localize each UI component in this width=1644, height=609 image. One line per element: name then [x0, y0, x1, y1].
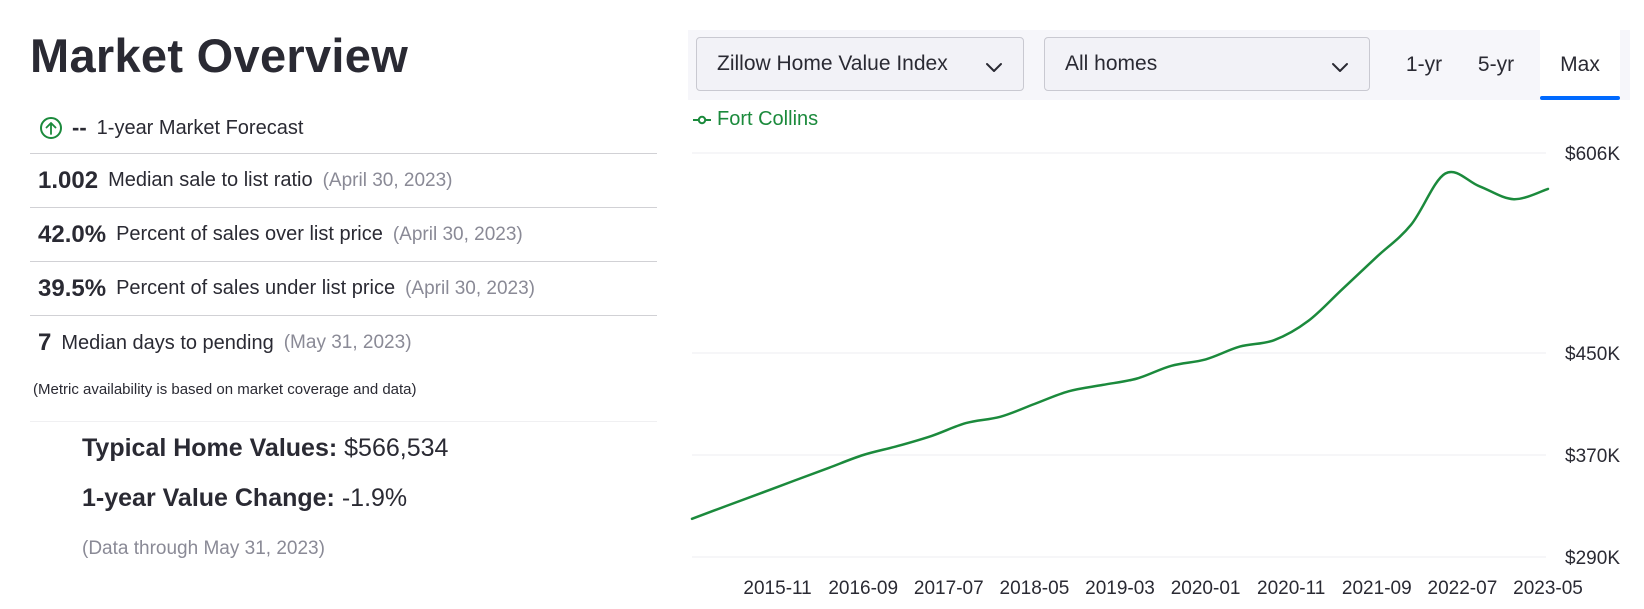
- metric-date: (April 30, 2023): [322, 169, 453, 191]
- chart-legend[interactable]: Fort Collins: [693, 108, 818, 131]
- value-change-label: 1-year Value Change:: [82, 484, 335, 512]
- metric-date: (April 30, 2023): [392, 223, 523, 245]
- metric-select-value: Zillow Home Value Index: [717, 52, 948, 75]
- legend-series-icon: [693, 115, 711, 124]
- legend-series-label: Fort Collins: [717, 108, 819, 130]
- y-tick-label: $290K: [1565, 548, 1620, 569]
- metric-date: (May 31, 2023): [283, 332, 412, 353]
- arrow-up-circle-icon: [40, 117, 62, 139]
- market-overview-panel: Market Overview -- 1-year Market Forecas…: [0, 0, 660, 609]
- metric-row-days-to-pending: 7 Median days to pending (May 31, 2023): [30, 316, 657, 370]
- metric-row-sale-to-list: 1.002 Median sale to list ratio (April 3…: [30, 154, 657, 208]
- metric-select[interactable]: Zillow Home Value Index: [696, 37, 1024, 91]
- metric-value: 1.002: [38, 166, 99, 194]
- metric-label: Percent of sales over list price: [116, 223, 383, 245]
- x-tick-label: 2017-07: [914, 578, 984, 599]
- x-tick-label: 2018-05: [1000, 578, 1070, 599]
- x-tick-label: 2021-09: [1342, 578, 1412, 599]
- value-change-value: -1.9%: [341, 484, 408, 512]
- metric-label: Median sale to list ratio: [108, 169, 313, 191]
- y-tick-label: $606K: [1565, 144, 1620, 165]
- page-title: Market Overview: [30, 29, 409, 82]
- home-type-select[interactable]: All homes: [1044, 37, 1370, 91]
- range-tab-5yr[interactable]: 5-yr: [1477, 53, 1515, 76]
- metric-value: 7: [38, 329, 52, 356]
- series-line-fort-collins[interactable]: [690, 170, 1550, 521]
- home-type-select-value: All homes: [1065, 52, 1158, 75]
- metric-row-over-list: 42.0% Percent of sales over list price (…: [30, 208, 657, 262]
- typical-home-values: Typical Home Values: $566,534: [82, 434, 448, 463]
- active-tab-indicator: [1540, 96, 1620, 100]
- y-tick-label: $450K: [1565, 344, 1620, 365]
- metric-availability-note: (Metric availability is based on market …: [33, 381, 417, 398]
- range-tab-1yr[interactable]: 1-yr: [1405, 53, 1443, 76]
- metric-value: 39.5%: [38, 274, 107, 302]
- chart-controls: Zillow Home Value Index All homes 1-yr 5…: [688, 30, 1630, 100]
- metric-label: Percent of sales under list price: [116, 277, 396, 299]
- forecast-value: --: [72, 115, 87, 140]
- metrics-list: -- 1-year Market Forecast 1.002 Median s…: [30, 103, 657, 370]
- x-tick-label: 2020-11: [1257, 578, 1325, 599]
- chevron-down-icon: [985, 56, 1003, 80]
- metric-label: Median days to pending: [61, 331, 274, 354]
- x-tick-label: 2019-03: [1085, 578, 1155, 599]
- x-tick-label: 2015-11: [743, 578, 811, 599]
- forecast-label: 1-year Market Forecast: [96, 116, 304, 139]
- y-tick-label: $370K: [1565, 446, 1620, 467]
- typical-home-values-label: Typical Home Values:: [82, 434, 338, 462]
- range-tab-max[interactable]: Max: [1540, 30, 1620, 100]
- data-through-note: (Data through May 31, 2023): [82, 538, 325, 559]
- metric-value: 42.0%: [38, 220, 107, 248]
- metric-date: (April 30, 2023): [405, 277, 535, 299]
- divider: [30, 421, 657, 422]
- x-tick-label: 2022-07: [1428, 578, 1498, 599]
- range-tab-max-label: Max: [1560, 53, 1600, 76]
- chevron-down-icon: [1331, 56, 1349, 80]
- typical-home-values-value: $566,534: [344, 434, 449, 462]
- x-tick-label: 2020-01: [1171, 578, 1241, 599]
- x-tick-label: 2016-09: [828, 578, 898, 599]
- metric-row-under-list: 39.5% Percent of sales under list price …: [30, 262, 657, 316]
- forecast-row: -- 1-year Market Forecast: [30, 103, 657, 154]
- x-tick-label: 2023-05: [1513, 578, 1583, 599]
- value-change: 1-year Value Change: -1.9%: [82, 484, 407, 513]
